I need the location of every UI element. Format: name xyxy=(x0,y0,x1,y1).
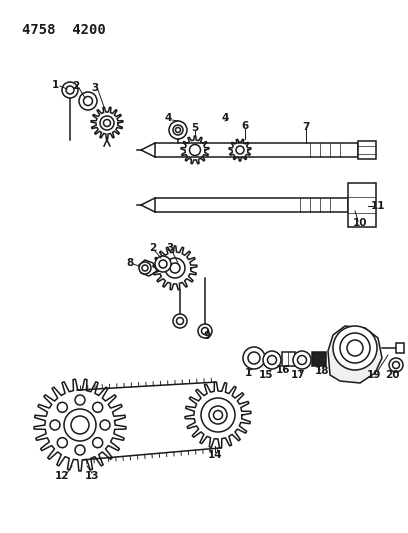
Circle shape xyxy=(159,260,167,268)
Bar xyxy=(155,143,358,157)
Circle shape xyxy=(293,351,311,369)
Text: 13: 13 xyxy=(85,471,99,481)
Circle shape xyxy=(75,395,85,405)
Circle shape xyxy=(84,96,93,106)
Bar xyxy=(358,141,376,159)
Text: 1: 1 xyxy=(51,80,59,90)
Circle shape xyxy=(93,402,103,413)
Circle shape xyxy=(189,144,200,156)
Circle shape xyxy=(66,86,74,94)
Circle shape xyxy=(177,318,184,325)
Text: 18: 18 xyxy=(315,366,329,376)
Text: 3: 3 xyxy=(91,83,99,93)
Text: 16: 16 xyxy=(276,365,290,375)
Text: 2: 2 xyxy=(149,243,157,253)
Circle shape xyxy=(209,406,227,424)
Circle shape xyxy=(57,402,67,413)
Bar xyxy=(348,183,376,227)
Text: 14: 14 xyxy=(208,450,222,460)
Circle shape xyxy=(169,121,187,139)
Bar xyxy=(155,198,348,212)
Bar xyxy=(396,343,404,353)
Circle shape xyxy=(50,420,60,430)
Circle shape xyxy=(64,409,96,441)
Text: 20: 20 xyxy=(385,370,399,380)
Circle shape xyxy=(170,263,180,273)
Circle shape xyxy=(268,356,277,365)
Circle shape xyxy=(175,127,180,133)
Text: 1: 1 xyxy=(244,368,252,378)
Circle shape xyxy=(173,314,187,328)
Circle shape xyxy=(392,361,399,368)
Text: 12: 12 xyxy=(55,471,69,481)
Circle shape xyxy=(389,358,403,372)
Circle shape xyxy=(165,258,185,278)
Circle shape xyxy=(198,324,212,338)
Text: 19: 19 xyxy=(367,370,381,380)
Circle shape xyxy=(201,398,235,432)
Text: 17: 17 xyxy=(290,370,305,380)
Circle shape xyxy=(248,352,260,364)
Circle shape xyxy=(62,82,78,98)
Circle shape xyxy=(100,116,114,130)
Circle shape xyxy=(202,327,208,335)
Text: 15: 15 xyxy=(259,370,273,380)
Text: 4: 4 xyxy=(221,113,229,123)
Circle shape xyxy=(142,265,148,271)
Bar xyxy=(312,352,326,366)
Text: 5: 5 xyxy=(191,123,199,133)
Circle shape xyxy=(236,146,244,154)
Text: 2: 2 xyxy=(72,81,80,91)
Text: 11: 11 xyxy=(371,201,385,211)
Circle shape xyxy=(173,125,183,135)
Text: 8: 8 xyxy=(126,258,134,268)
Circle shape xyxy=(71,416,89,434)
Text: 7: 7 xyxy=(302,122,310,132)
Bar xyxy=(282,352,295,366)
Circle shape xyxy=(263,351,281,369)
Text: 10: 10 xyxy=(353,218,367,228)
Circle shape xyxy=(155,256,171,272)
Circle shape xyxy=(213,410,222,419)
Text: 4758  4200: 4758 4200 xyxy=(22,23,106,37)
Circle shape xyxy=(75,445,85,455)
Circle shape xyxy=(79,92,97,110)
Circle shape xyxy=(333,326,377,370)
Text: 6: 6 xyxy=(242,121,248,131)
Circle shape xyxy=(100,420,110,430)
Circle shape xyxy=(93,438,103,448)
Text: 9: 9 xyxy=(204,331,211,341)
Circle shape xyxy=(243,347,265,369)
Circle shape xyxy=(297,356,306,365)
Circle shape xyxy=(139,262,151,274)
Polygon shape xyxy=(328,326,382,383)
Text: 4: 4 xyxy=(164,113,172,123)
Circle shape xyxy=(57,438,67,448)
Text: 3: 3 xyxy=(166,243,174,253)
Circle shape xyxy=(104,119,111,126)
